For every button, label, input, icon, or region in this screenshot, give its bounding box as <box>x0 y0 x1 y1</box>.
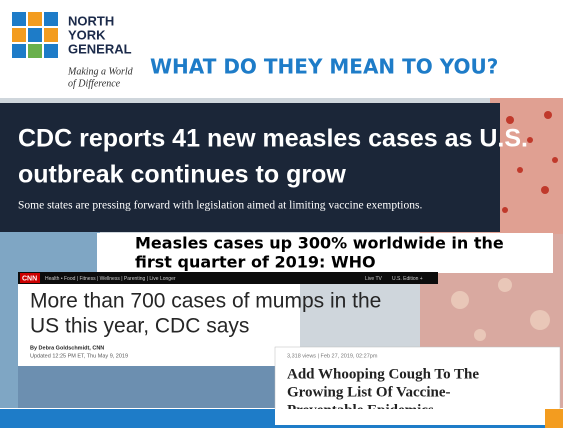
slide-title: WHAT DO THEY MEAN TO YOU? <box>150 55 498 79</box>
headline: More than 700 cases of mumps in the <box>30 290 381 313</box>
timestamp: Updated 12:25 PM ET, Thu May 9, 2019 <box>30 353 128 359</box>
nav: Health • Food | Fitness | Wellness | Par… <box>45 276 176 282</box>
footer-accent <box>545 409 563 428</box>
tagline: Making a World <box>67 66 134 77</box>
headline: US this year, CDC says <box>30 315 249 338</box>
cnn-logo: CNN <box>22 275 37 282</box>
headline: Measles cases up 300% worldwide in the <box>135 234 504 253</box>
headline: CDC reports 41 new measles cases as U.S. <box>18 125 528 153</box>
nav-item: U.S. Edition + <box>392 276 423 282</box>
meta: 3,318 views | Feb 27, 2019, 02:27pm <box>287 353 378 359</box>
logo-mark <box>12 12 58 58</box>
byline: By Debra Goldschmidt, CNN <box>30 345 104 351</box>
headline: outbreak continues to grow <box>18 161 346 189</box>
logo-text: NORTH <box>68 13 114 28</box>
headline: Add Whooping Cough To The <box>287 366 479 382</box>
footer-url: NYGH.ON.CA <box>467 413 537 425</box>
article-image <box>18 366 300 408</box>
rash-image <box>490 98 563 234</box>
nav-item: Live TV <box>365 276 383 282</box>
logo-text: YORK <box>68 27 106 42</box>
subtitle: Some states are pressing forward with le… <box>18 200 422 212</box>
logo-text: GENERAL <box>68 41 132 56</box>
slide: NORTH YORK GENERAL Making a World of Dif… <box>0 0 563 428</box>
headline: Growing List Of Vaccine- <box>287 384 450 400</box>
tagline: of Difference <box>68 78 121 89</box>
headline: first quarter of 2019: WHO <box>135 253 376 272</box>
